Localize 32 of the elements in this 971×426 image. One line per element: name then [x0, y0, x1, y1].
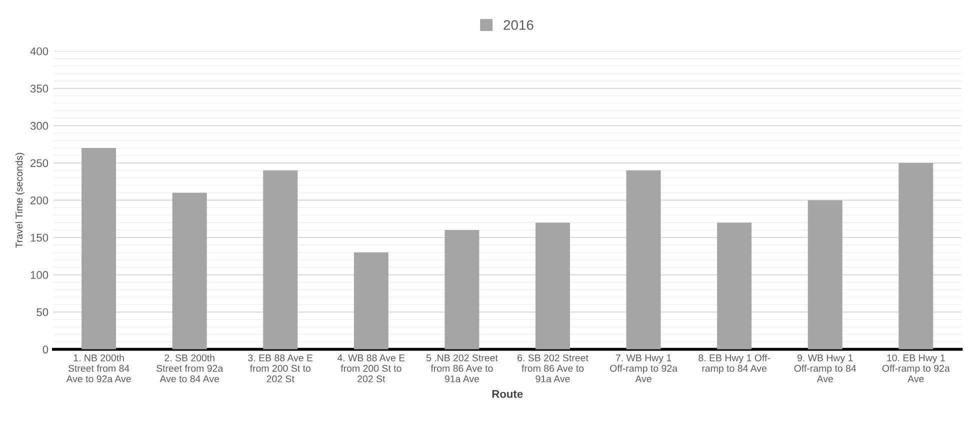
x-tick-label: 6. SB 202 Street from 86 Ave to 91a Ave — [518, 354, 588, 382]
x-tick-label: 10. EB Hwy 1 Off-ramp to 92a Ave — [882, 354, 950, 382]
bar — [808, 200, 842, 350]
bar — [354, 252, 388, 350]
x-tick-label: 5 .NB 202 Street from 86 Ave to 91a Ave — [426, 354, 498, 382]
x-tick-label: 4. WB 88 Ave E from 200 St to 202 St — [337, 354, 405, 382]
x-tick-label: 8. EB Hwy 1 Off- ramp to 84 Ave — [698, 354, 770, 374]
bar — [444, 230, 480, 350]
y-tick-label: 150 — [30, 234, 48, 242]
y-tick-label: 0 — [42, 346, 48, 354]
legend-label: 2016 — [504, 20, 534, 30]
bar — [626, 170, 661, 350]
y-tick-label: 300 — [30, 122, 48, 130]
x-axis-title: Route — [492, 390, 523, 398]
bar — [82, 148, 116, 350]
x-tick-label: 1. NB 200th Street from 84 Ave to 92a Ave — [66, 354, 131, 382]
x-tick-label: 3. EB 88 Ave E from 200 St to 202 St — [248, 354, 313, 382]
bar — [263, 170, 298, 350]
y-tick-label: 250 — [30, 159, 48, 168]
y-axis-title: Travel Time (seconds) — [15, 152, 24, 248]
y-tick-label: 400 — [30, 47, 48, 56]
y-tick-label: 100 — [30, 271, 48, 279]
y-tick-label: 50 — [36, 308, 48, 316]
bar — [535, 222, 570, 350]
x-tick-label: 2. SB 200th Street from 92a Ave to 84 Ave — [156, 354, 224, 382]
x-tick-label: 7. WB Hwy 1 Off-ramp to 92a Ave — [610, 354, 678, 382]
x-tick-label: 9. WB Hwy 1 Off-ramp to 84 Ave — [794, 354, 856, 382]
bar — [898, 162, 934, 350]
bar — [717, 222, 752, 350]
y-tick-label: 350 — [30, 84, 48, 93]
y-tick-label: 200 — [30, 196, 48, 204]
bar — [172, 192, 207, 350]
